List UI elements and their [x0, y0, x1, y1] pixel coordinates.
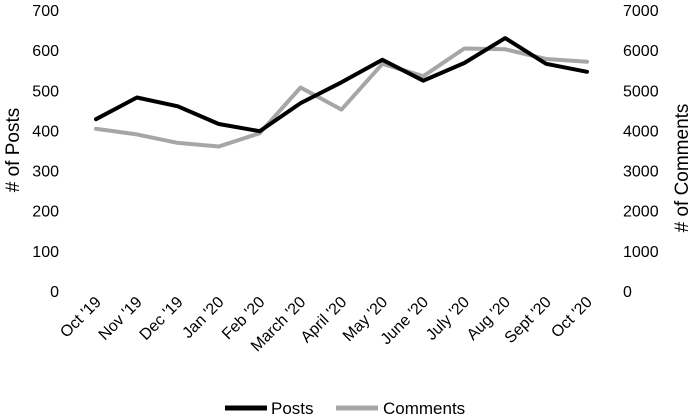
right-y-tick-label: 4000 [623, 123, 659, 140]
x-tick-label: April '20 [298, 294, 351, 347]
legend: Posts Comments [225, 399, 465, 417]
right-y-tick-label: 6000 [623, 43, 659, 60]
right-y-tick-label: 5000 [623, 83, 659, 100]
series-line-posts [94, 36, 589, 134]
x-tick-label: Oct '20 [548, 294, 596, 342]
left-y-axis-ticks: 0 100 200 300 400 500 600 700 [32, 3, 59, 301]
left-y-axis-title: # of Posts [3, 108, 24, 193]
left-y-tick-label: 700 [32, 3, 59, 20]
right-y-tick-label: 7000 [623, 3, 659, 20]
x-tick-label: Dec '19 [137, 294, 187, 344]
left-y-tick-label: 400 [32, 123, 59, 140]
right-y-tick-label: 3000 [623, 164, 659, 181]
x-tick-label: Jan '20 [179, 294, 227, 342]
left-y-tick-label: 200 [32, 204, 59, 221]
x-tick-label: Nov '19 [96, 294, 146, 344]
left-y-tick-label: 0 [50, 284, 59, 301]
right-y-axis-ticks: 0 1000 2000 3000 4000 5000 6000 7000 [623, 3, 659, 301]
right-y-axis-title: # of Comments [672, 104, 693, 233]
left-y-tick-label: 500 [32, 83, 59, 100]
left-y-tick-label: 300 [32, 164, 59, 181]
left-y-tick-label: 100 [32, 244, 59, 261]
right-y-tick-label: 2000 [623, 204, 659, 221]
legend-label-posts: Posts [271, 399, 314, 417]
left-y-tick-label: 600 [32, 43, 59, 60]
series-layer [94, 36, 589, 149]
right-y-tick-label: 1000 [623, 244, 659, 261]
legend-label-comments: Comments [383, 399, 465, 417]
right-y-tick-label: 0 [623, 284, 632, 301]
x-tick-label: July '20 [423, 294, 473, 344]
series-line-comments [94, 46, 589, 149]
